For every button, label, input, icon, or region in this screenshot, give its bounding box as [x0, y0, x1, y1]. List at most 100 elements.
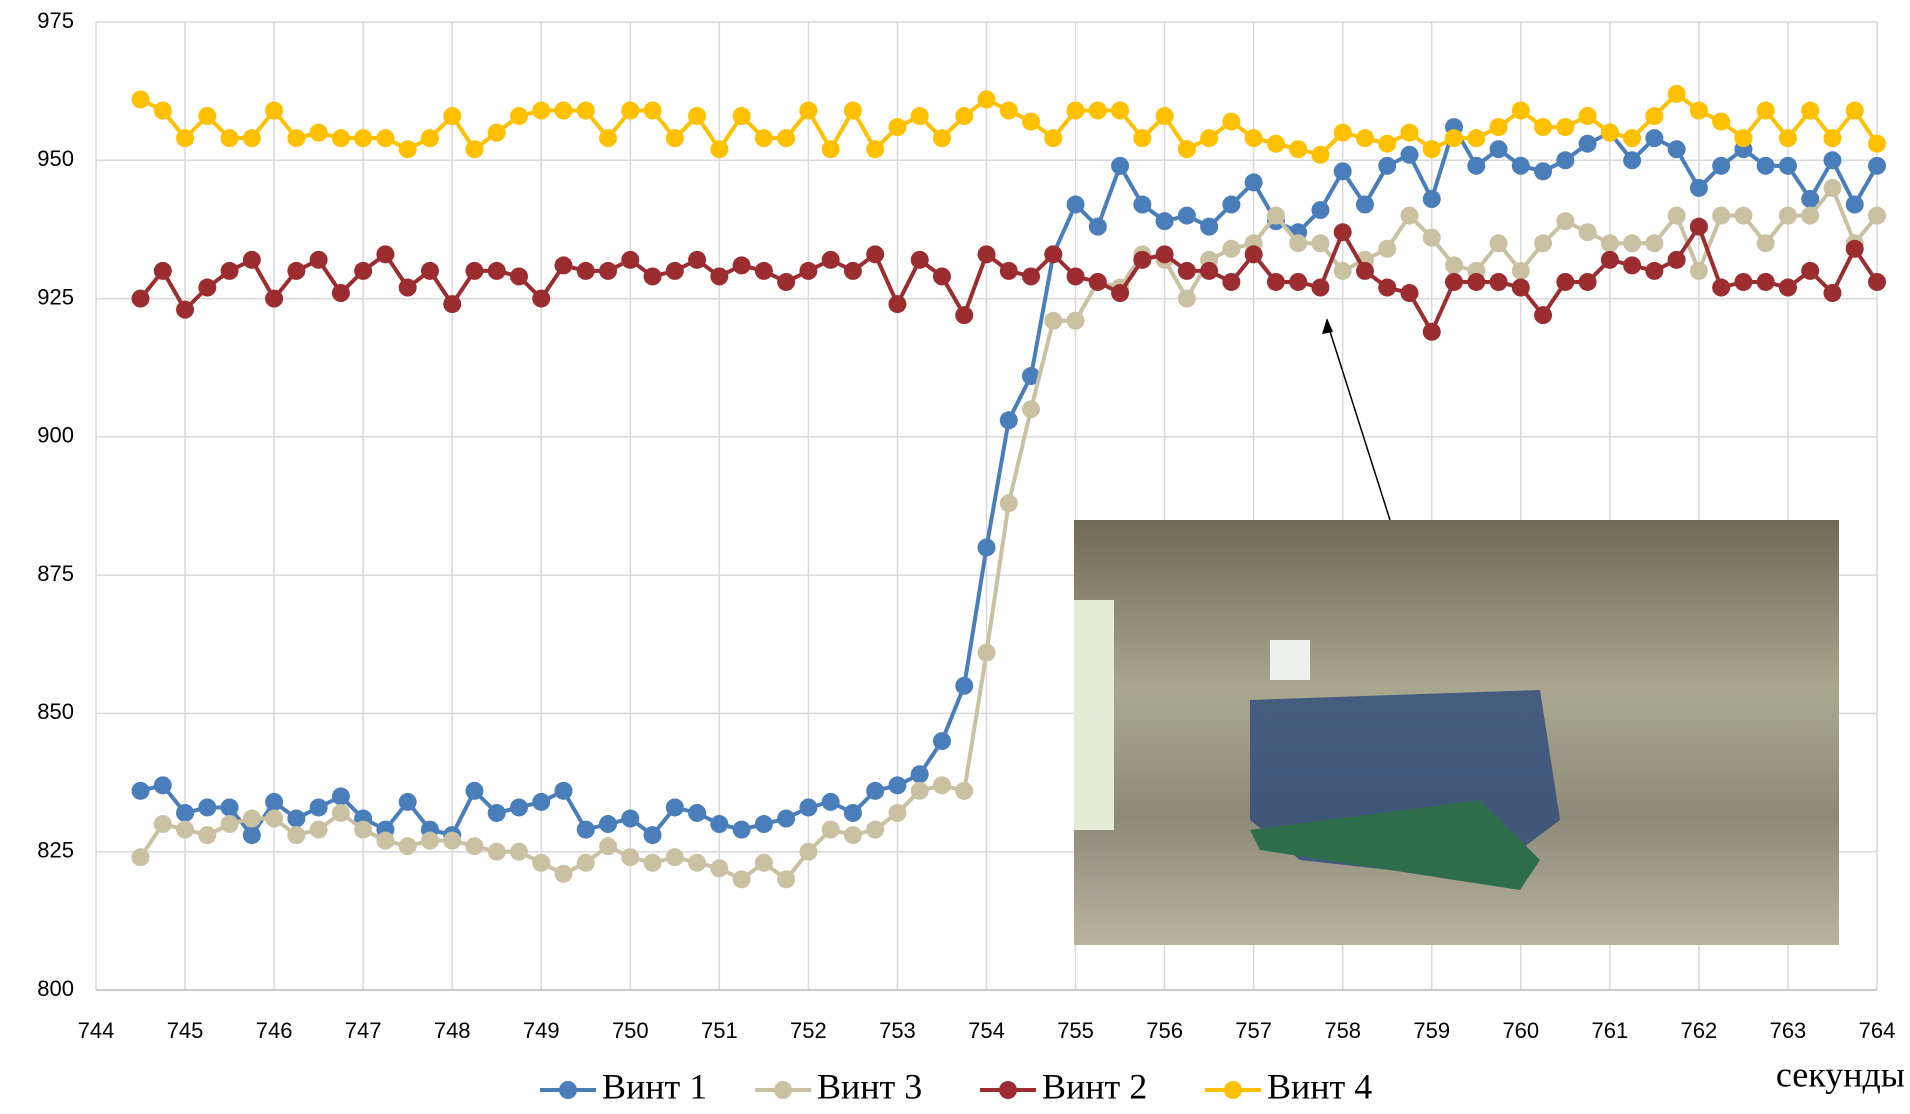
data-point — [1801, 262, 1819, 280]
data-point — [154, 776, 172, 794]
data-point — [1512, 279, 1530, 297]
data-point — [198, 107, 216, 125]
data-point — [1267, 207, 1285, 225]
data-point — [599, 815, 617, 833]
data-point — [666, 798, 684, 816]
data-point — [1400, 207, 1418, 225]
data-point — [1868, 207, 1886, 225]
x-tick-label: 752 — [790, 1018, 827, 1043]
data-point — [1690, 102, 1708, 120]
data-point — [555, 782, 573, 800]
data-point — [1378, 157, 1396, 175]
x-tick-label: 749 — [523, 1018, 560, 1043]
data-point — [733, 870, 751, 888]
data-point — [1668, 251, 1686, 269]
data-point — [666, 848, 684, 866]
data-point — [1222, 273, 1240, 291]
data-point — [1200, 262, 1218, 280]
data-point — [1067, 102, 1085, 120]
data-point — [310, 798, 328, 816]
data-point — [555, 102, 573, 120]
data-point — [1623, 151, 1641, 169]
data-point — [933, 732, 951, 750]
data-point — [376, 129, 394, 147]
data-point — [1734, 129, 1752, 147]
data-point — [1222, 196, 1240, 214]
data-point — [1133, 129, 1151, 147]
data-point — [733, 256, 751, 274]
data-point — [1378, 240, 1396, 258]
data-point — [1690, 262, 1708, 280]
data-point — [755, 854, 773, 872]
data-point — [1334, 124, 1352, 142]
data-point — [1311, 279, 1329, 297]
data-point — [221, 262, 239, 280]
data-point — [176, 804, 194, 822]
data-point — [1645, 234, 1663, 252]
data-point — [1601, 124, 1619, 142]
data-point — [1267, 273, 1285, 291]
data-point — [599, 262, 617, 280]
data-point — [710, 267, 728, 285]
data-point — [599, 837, 617, 855]
data-point — [1022, 400, 1040, 418]
data-point — [1400, 146, 1418, 164]
data-point — [1178, 207, 1196, 225]
data-point — [1512, 102, 1530, 120]
data-point — [688, 251, 706, 269]
data-point — [1044, 129, 1062, 147]
x-tick-label: 747 — [345, 1018, 382, 1043]
data-point — [1067, 196, 1085, 214]
data-point — [710, 140, 728, 158]
data-point — [154, 815, 172, 833]
data-point — [1378, 279, 1396, 297]
x-tick-label: 745 — [167, 1018, 204, 1043]
data-point — [1222, 240, 1240, 258]
data-point — [1044, 245, 1062, 263]
data-point — [132, 782, 150, 800]
data-point — [1111, 102, 1129, 120]
data-point — [421, 832, 439, 850]
data-point — [1779, 207, 1797, 225]
data-point — [243, 251, 261, 269]
data-point — [888, 295, 906, 313]
data-point — [310, 251, 328, 269]
data-point — [1334, 223, 1352, 241]
legend-label: Винт 4 — [1267, 1066, 1372, 1106]
data-point — [1779, 157, 1797, 175]
x-tick-label: 760 — [1502, 1018, 1539, 1043]
data-point — [1534, 234, 1552, 252]
data-point — [1779, 129, 1797, 147]
data-point — [1178, 140, 1196, 158]
data-point — [510, 267, 528, 285]
data-point — [221, 815, 239, 833]
data-point — [1022, 113, 1040, 131]
data-point — [1445, 256, 1463, 274]
data-point — [888, 804, 906, 822]
data-point — [287, 810, 305, 828]
data-point — [510, 798, 528, 816]
y-tick-label: 850 — [37, 699, 74, 724]
x-tick-label: 753 — [879, 1018, 916, 1043]
data-point — [1490, 140, 1508, 158]
data-point — [933, 267, 951, 285]
data-point — [287, 826, 305, 844]
data-point — [688, 854, 706, 872]
data-point — [1512, 157, 1530, 175]
y-tick-label: 900 — [37, 423, 74, 448]
x-tick-label: 763 — [1770, 1018, 1807, 1043]
data-point — [1245, 129, 1263, 147]
data-point — [1645, 107, 1663, 125]
data-point — [1757, 157, 1775, 175]
x-tick-label: 764 — [1859, 1018, 1896, 1043]
data-point — [621, 251, 639, 269]
data-point — [978, 538, 996, 556]
data-point — [1556, 212, 1574, 230]
x-axis-label: секунды — [1776, 1054, 1905, 1094]
data-point — [1178, 262, 1196, 280]
arrow-head — [1322, 318, 1333, 334]
data-point — [866, 140, 884, 158]
legend-marker — [1224, 1081, 1242, 1099]
x-tick-label: 759 — [1413, 1018, 1450, 1043]
